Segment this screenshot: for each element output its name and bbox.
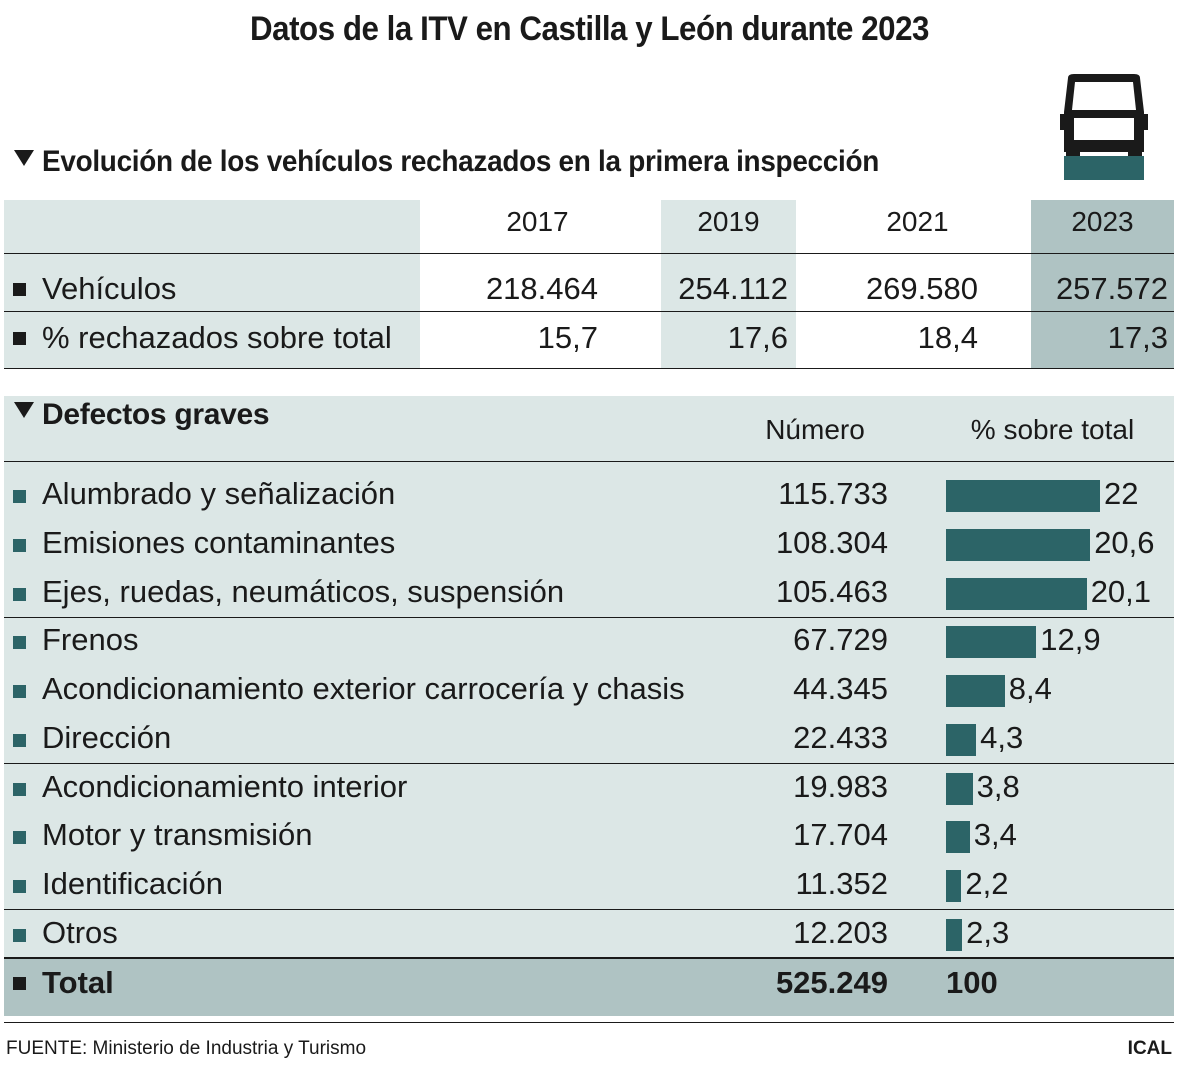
car-front-icon xyxy=(1058,72,1150,182)
defect-bar xyxy=(946,577,1087,610)
row-label: Vehículos xyxy=(42,271,177,306)
total-marker-icon xyxy=(13,977,26,990)
defect-bar xyxy=(946,723,977,756)
divider xyxy=(4,368,1174,369)
row-value: 17,3 xyxy=(1107,320,1168,355)
defect-bar xyxy=(946,528,1091,561)
defect-label: Acondicionamiento exterior carrocería y … xyxy=(42,671,685,706)
row-value: 254.112 xyxy=(678,271,788,306)
defect-number: 44.345 xyxy=(793,671,888,706)
total-row-bg xyxy=(4,958,1174,1016)
row-marker-icon xyxy=(13,928,26,942)
section-marker-icon xyxy=(14,150,34,166)
defect-number: 12.203 xyxy=(793,914,888,950)
row-marker-icon xyxy=(13,490,26,503)
row-value: 17,6 xyxy=(727,320,788,355)
row-label: % rechazados sobre total xyxy=(42,320,392,355)
divider xyxy=(4,311,1174,312)
defect-label: Acondicionamiento interior xyxy=(42,768,408,804)
defect-percent-label: 3,8 xyxy=(976,768,1020,804)
defect-percent-label: 12,9 xyxy=(1040,622,1101,658)
row-value: 269.580 xyxy=(865,271,978,306)
row-value: 257.572 xyxy=(1055,271,1168,306)
divider xyxy=(4,1022,1174,1023)
row-marker-icon xyxy=(13,880,26,893)
defect-percent-label: 4,3 xyxy=(980,719,1024,755)
divider xyxy=(4,617,1174,618)
credit: ICAL xyxy=(1127,1038,1172,1059)
row-marker-icon xyxy=(13,283,26,296)
row-marker-icon xyxy=(13,538,26,552)
defect-percent-label: 22 xyxy=(1104,476,1139,511)
row-value: 218.464 xyxy=(485,271,598,306)
defect-number: 17.704 xyxy=(793,817,888,853)
defect-number: 22.433 xyxy=(793,719,888,755)
defect-label: Frenos xyxy=(42,622,139,658)
defect-label: Emisiones contaminantes xyxy=(42,524,396,560)
row-marker-icon xyxy=(13,587,26,601)
defect-bar xyxy=(946,480,1100,512)
column-header-percent: % sobre total xyxy=(970,414,1135,445)
defect-label: Ejes, ruedas, neumáticos, suspensión xyxy=(42,573,565,609)
defect-bar xyxy=(946,821,970,854)
row-marker-icon xyxy=(13,733,26,747)
row-marker-icon xyxy=(13,685,26,698)
defect-label: Identificación xyxy=(42,866,223,901)
total-label: Total xyxy=(42,965,114,1000)
divider xyxy=(4,253,1174,254)
section2-title: Defectos graves xyxy=(42,398,270,431)
defect-percent-label: 3,4 xyxy=(973,817,1017,853)
row-value: 15,7 xyxy=(537,320,598,355)
row-marker-icon xyxy=(13,831,26,845)
total-percent: 100 xyxy=(946,965,998,1000)
section-marker-icon xyxy=(14,402,34,418)
defect-percent-label: 2,3 xyxy=(966,914,1010,950)
defect-number: 19.983 xyxy=(793,768,888,804)
column-header-number: Número xyxy=(765,414,865,445)
defect-number: 115.733 xyxy=(778,476,888,511)
year-header: 2021 xyxy=(886,206,949,237)
defect-percent-label: 20,1 xyxy=(1090,573,1152,609)
defect-number: 67.729 xyxy=(793,622,888,658)
defect-bar xyxy=(946,675,1005,707)
defect-percent-label: 20,6 xyxy=(1094,524,1155,560)
page-title: Datos de la ITV en Castilla y León duran… xyxy=(250,10,929,48)
defect-percent-label: 8,4 xyxy=(1008,671,1052,706)
row-value: 18,4 xyxy=(917,320,978,355)
defect-number: 11.352 xyxy=(795,866,888,901)
divider xyxy=(4,763,1174,764)
total-number: 525.249 xyxy=(775,965,888,1000)
source-note: FUENTE: Ministerio de Industria y Turism… xyxy=(6,1038,367,1059)
defect-percent-label: 2,2 xyxy=(965,866,1009,901)
row-marker-icon xyxy=(13,782,26,796)
divider xyxy=(4,909,1174,910)
defect-number: 105.463 xyxy=(775,573,888,609)
defect-bar xyxy=(946,870,962,902)
defect-label: Motor y transmisión xyxy=(42,817,313,853)
defect-label: Dirección xyxy=(42,719,172,755)
year-header: 2023 xyxy=(1071,206,1134,237)
divider xyxy=(4,461,1174,462)
defect-bar xyxy=(946,772,973,805)
defect-label: Otros xyxy=(42,914,118,950)
section1-title: Evolución de los vehículos rechazados en… xyxy=(42,145,880,178)
defect-bar xyxy=(946,918,963,951)
year-header: 2019 xyxy=(697,206,760,237)
year-2023-column-bg xyxy=(1031,200,1174,368)
defect-label: Alumbrado y señalización xyxy=(42,476,396,511)
divider xyxy=(4,957,1174,959)
label-column-bg xyxy=(4,200,420,368)
row-marker-icon xyxy=(13,636,26,650)
year-header: 2017 xyxy=(506,206,569,237)
defect-bar xyxy=(946,626,1037,659)
row-marker-icon xyxy=(13,332,26,345)
defect-number: 108.304 xyxy=(775,524,888,560)
year-2019-column-bg xyxy=(661,200,796,368)
